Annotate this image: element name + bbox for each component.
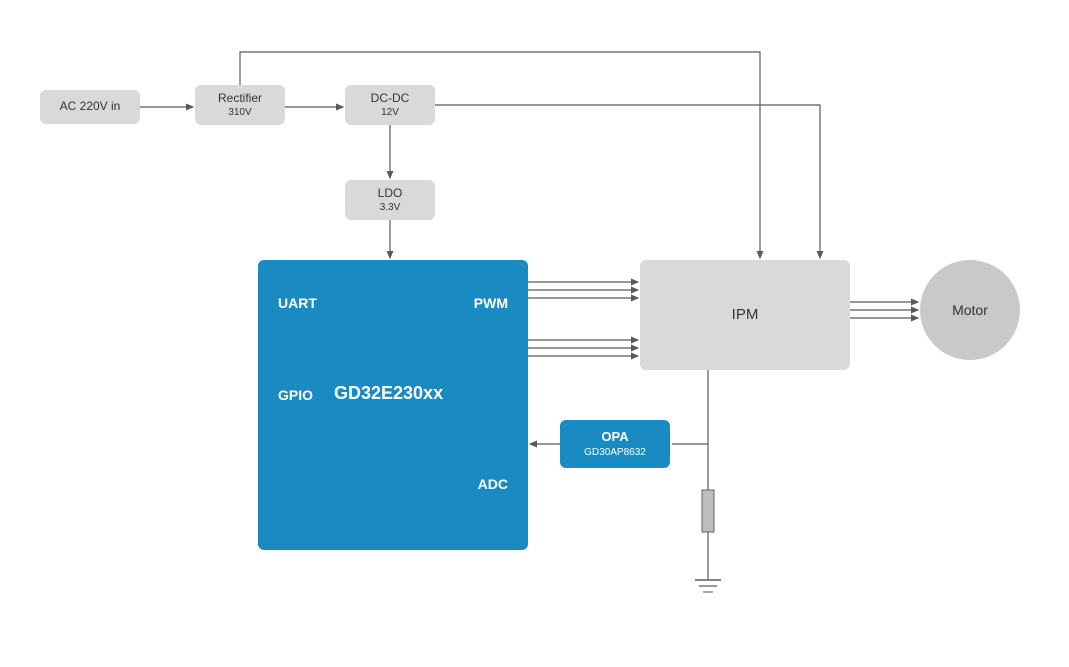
node-ipm: IPM <box>640 260 850 370</box>
node-acin-label: AC 220V in <box>60 99 121 115</box>
mcu-title: GD32E230xx <box>334 382 443 405</box>
node-dcdc-label: DC-DC <box>371 91 410 107</box>
node-ldo: LDO 3.3V <box>345 180 435 220</box>
node-ipm-label: IPM <box>732 305 759 325</box>
node-rectifier-label: Rectifier <box>218 91 262 107</box>
node-dcdc-sub: 12V <box>381 106 399 119</box>
node-opa-sub: GD30AP8632 <box>584 446 646 459</box>
mcu-port-gpio: GPIO <box>278 386 313 404</box>
node-ldo-sub: 3.3V <box>380 201 401 214</box>
node-acin: AC 220V in <box>40 90 140 124</box>
wire-dcdc-ipm <box>435 105 820 258</box>
mcu-port-uart: UART <box>278 294 317 312</box>
node-opa: OPA GD30AP8632 <box>560 420 670 468</box>
mcu-port-pwm: PWM <box>474 294 508 312</box>
node-motor: Motor <box>920 260 1020 360</box>
node-mcu: UART PWM GPIO GD32E230xx ADC <box>258 260 528 550</box>
node-rectifier: Rectifier 310V <box>195 85 285 125</box>
wires <box>0 0 1069 667</box>
block-diagram: AC 220V in Rectifier 310V DC-DC 12V LDO … <box>0 0 1069 667</box>
node-opa-label: OPA <box>601 429 628 446</box>
mcu-port-adc: ADC <box>478 475 508 493</box>
node-dcdc: DC-DC 12V <box>345 85 435 125</box>
node-ldo-label: LDO <box>378 186 403 202</box>
wire-rectifier-ipm <box>240 52 760 258</box>
node-motor-label: Motor <box>952 302 988 318</box>
node-rectifier-sub: 310V <box>228 106 251 119</box>
resistor-shunt <box>702 490 714 532</box>
